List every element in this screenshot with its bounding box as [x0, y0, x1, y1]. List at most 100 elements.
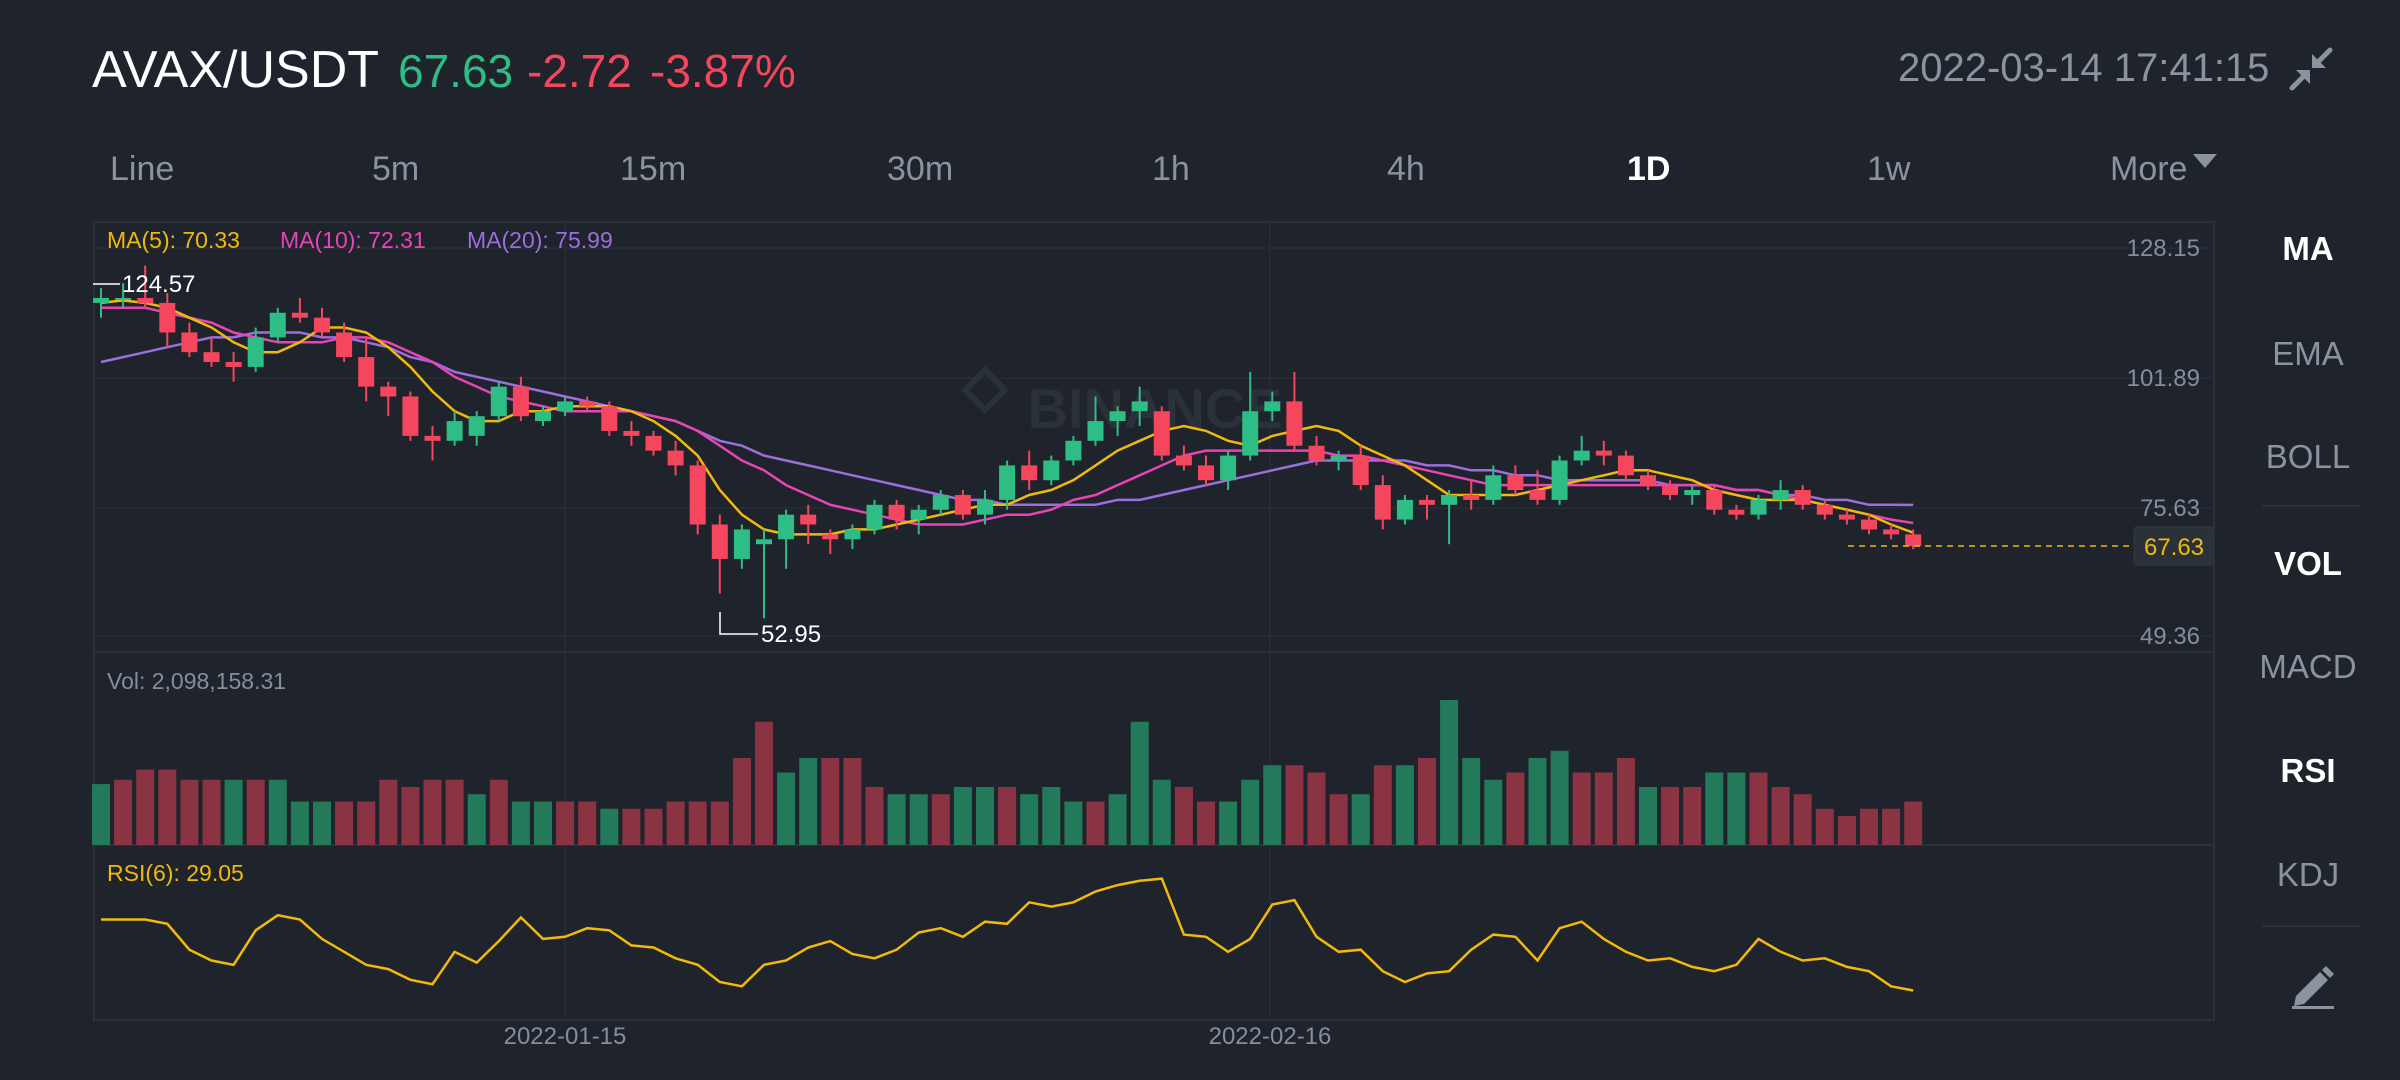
candle-body: [1175, 455, 1192, 466]
candle-body: [1109, 411, 1126, 422]
volume-bar: [268, 779, 287, 845]
indicator-vol[interactable]: VOL: [2274, 545, 2342, 582]
candle-body: [1750, 499, 1767, 515]
volume-bar: [556, 801, 575, 845]
candle-body: [1396, 499, 1413, 520]
collapse-arrows-icon[interactable]: [2288, 46, 2334, 92]
volume-bar: [1815, 808, 1834, 845]
candle-body: [1441, 494, 1458, 505]
tab-more[interactable]: More: [2110, 150, 2218, 189]
candle-body: [137, 297, 154, 303]
ma10-line: [101, 306, 1914, 526]
candle-body: [1286, 401, 1303, 446]
tab-1d[interactable]: 1D: [1627, 150, 1671, 188]
candle-body: [1220, 455, 1237, 481]
pencil-draw-icon[interactable]: [2288, 960, 2338, 1010]
volume-bar: [755, 721, 773, 845]
volume-bar: [158, 769, 177, 845]
price-tick-label: 128.15: [2127, 235, 2200, 262]
candle-body: [181, 332, 198, 353]
candle-body: [1816, 504, 1833, 515]
tab-5m[interactable]: 5m: [372, 150, 420, 188]
volume-bar: [622, 808, 641, 845]
datetime: 2022-03-14 17:41:15: [1898, 46, 2270, 90]
volume-bar: [489, 779, 508, 845]
candle-body: [999, 465, 1016, 500]
volume-bar: [1197, 801, 1215, 845]
indicator-boll[interactable]: BOLL: [2265, 438, 2351, 475]
candle-body: [733, 529, 750, 559]
volume-bar: [423, 779, 442, 845]
volume-bar: [180, 779, 199, 845]
binance-logo-icon: [960, 365, 1010, 415]
candle-body: [115, 297, 132, 300]
volume-bar: [1241, 779, 1260, 845]
indicator-ema[interactable]: EMA: [2272, 335, 2344, 372]
volume-bar: [1882, 808, 1901, 845]
candle-body: [822, 534, 839, 540]
indicator-kdj[interactable]: KDJ: [2276, 856, 2340, 893]
volume-bar: [511, 801, 530, 845]
indicator-macd[interactable]: MACD: [2259, 648, 2357, 685]
volume-bar: [1130, 721, 1149, 845]
candle-body: [1529, 490, 1546, 500]
indicator-rsi[interactable]: RSI: [2280, 752, 2336, 789]
volume-bar: [887, 794, 906, 845]
volume-bar: [445, 779, 464, 845]
tab-4h[interactable]: 4h: [1387, 150, 1425, 188]
volume-bar: [1373, 765, 1392, 845]
candle-body: [1352, 455, 1369, 486]
date-tick-label: 2022-01-15: [504, 1023, 627, 1050]
candle-body: [1021, 465, 1038, 481]
volume-bar: [357, 801, 376, 845]
indicator-ma[interactable]: MA: [2282, 230, 2334, 267]
candle-body: [358, 357, 375, 387]
tab-1w[interactable]: 1w: [1867, 150, 1911, 188]
last-price-label: 67.63: [2144, 534, 2204, 561]
candle-body: [977, 499, 993, 515]
volume-bar: [1837, 816, 1856, 845]
price-change: -2.72: [527, 45, 632, 97]
candle-body: [247, 337, 264, 367]
candle-body: [844, 529, 861, 540]
volume-bar: [1639, 787, 1657, 845]
high-marker-label: 124.57: [122, 271, 195, 298]
candle-body: [314, 317, 330, 333]
candle-body: [1153, 411, 1170, 456]
volume-bar: [1594, 772, 1613, 845]
tab-15m[interactable]: 15m: [620, 150, 687, 188]
volume-bar: [666, 801, 685, 845]
volume-bar: [1351, 794, 1370, 845]
header: AVAX/USDT 67.63 -2.72 -3.87% 2022-03-14 …: [0, 0, 2400, 140]
tab-1h[interactable]: 1h: [1152, 150, 1190, 188]
volume-bar: [1727, 772, 1746, 845]
candle-body: [1883, 529, 1900, 535]
volume-bar: [1020, 794, 1039, 845]
candle-body: [1662, 485, 1679, 495]
tab-line[interactable]: Line: [110, 150, 175, 188]
candle-body: [689, 465, 706, 525]
candle-body: [1308, 445, 1325, 461]
volume-bar: [1307, 772, 1326, 845]
candle-body: [1087, 421, 1104, 441]
volume-bar: [688, 801, 707, 845]
volume-bar: [1749, 772, 1768, 845]
ma5-legend: MA(5): 70.33: [107, 227, 240, 253]
candle-body: [93, 297, 109, 303]
volume-bar: [777, 772, 796, 845]
tab-30m[interactable]: 30m: [887, 150, 954, 188]
price-tick-label: 75.63: [2140, 495, 2200, 522]
candle-body: [800, 514, 817, 525]
volume-bar: [1860, 808, 1878, 845]
volume-bar: [799, 758, 818, 845]
candle-body: [1485, 475, 1502, 500]
rsi-legend: RSI(6): 29.05: [107, 860, 244, 886]
candle-body: [888, 504, 905, 520]
chart-frame: [93, 221, 2215, 1021]
indicator-divider: [2262, 925, 2360, 927]
volume-bar: [1042, 787, 1061, 845]
candle-body: [446, 421, 463, 441]
caret-down-icon: [2193, 154, 2218, 169]
volume-bar: [1418, 758, 1436, 845]
